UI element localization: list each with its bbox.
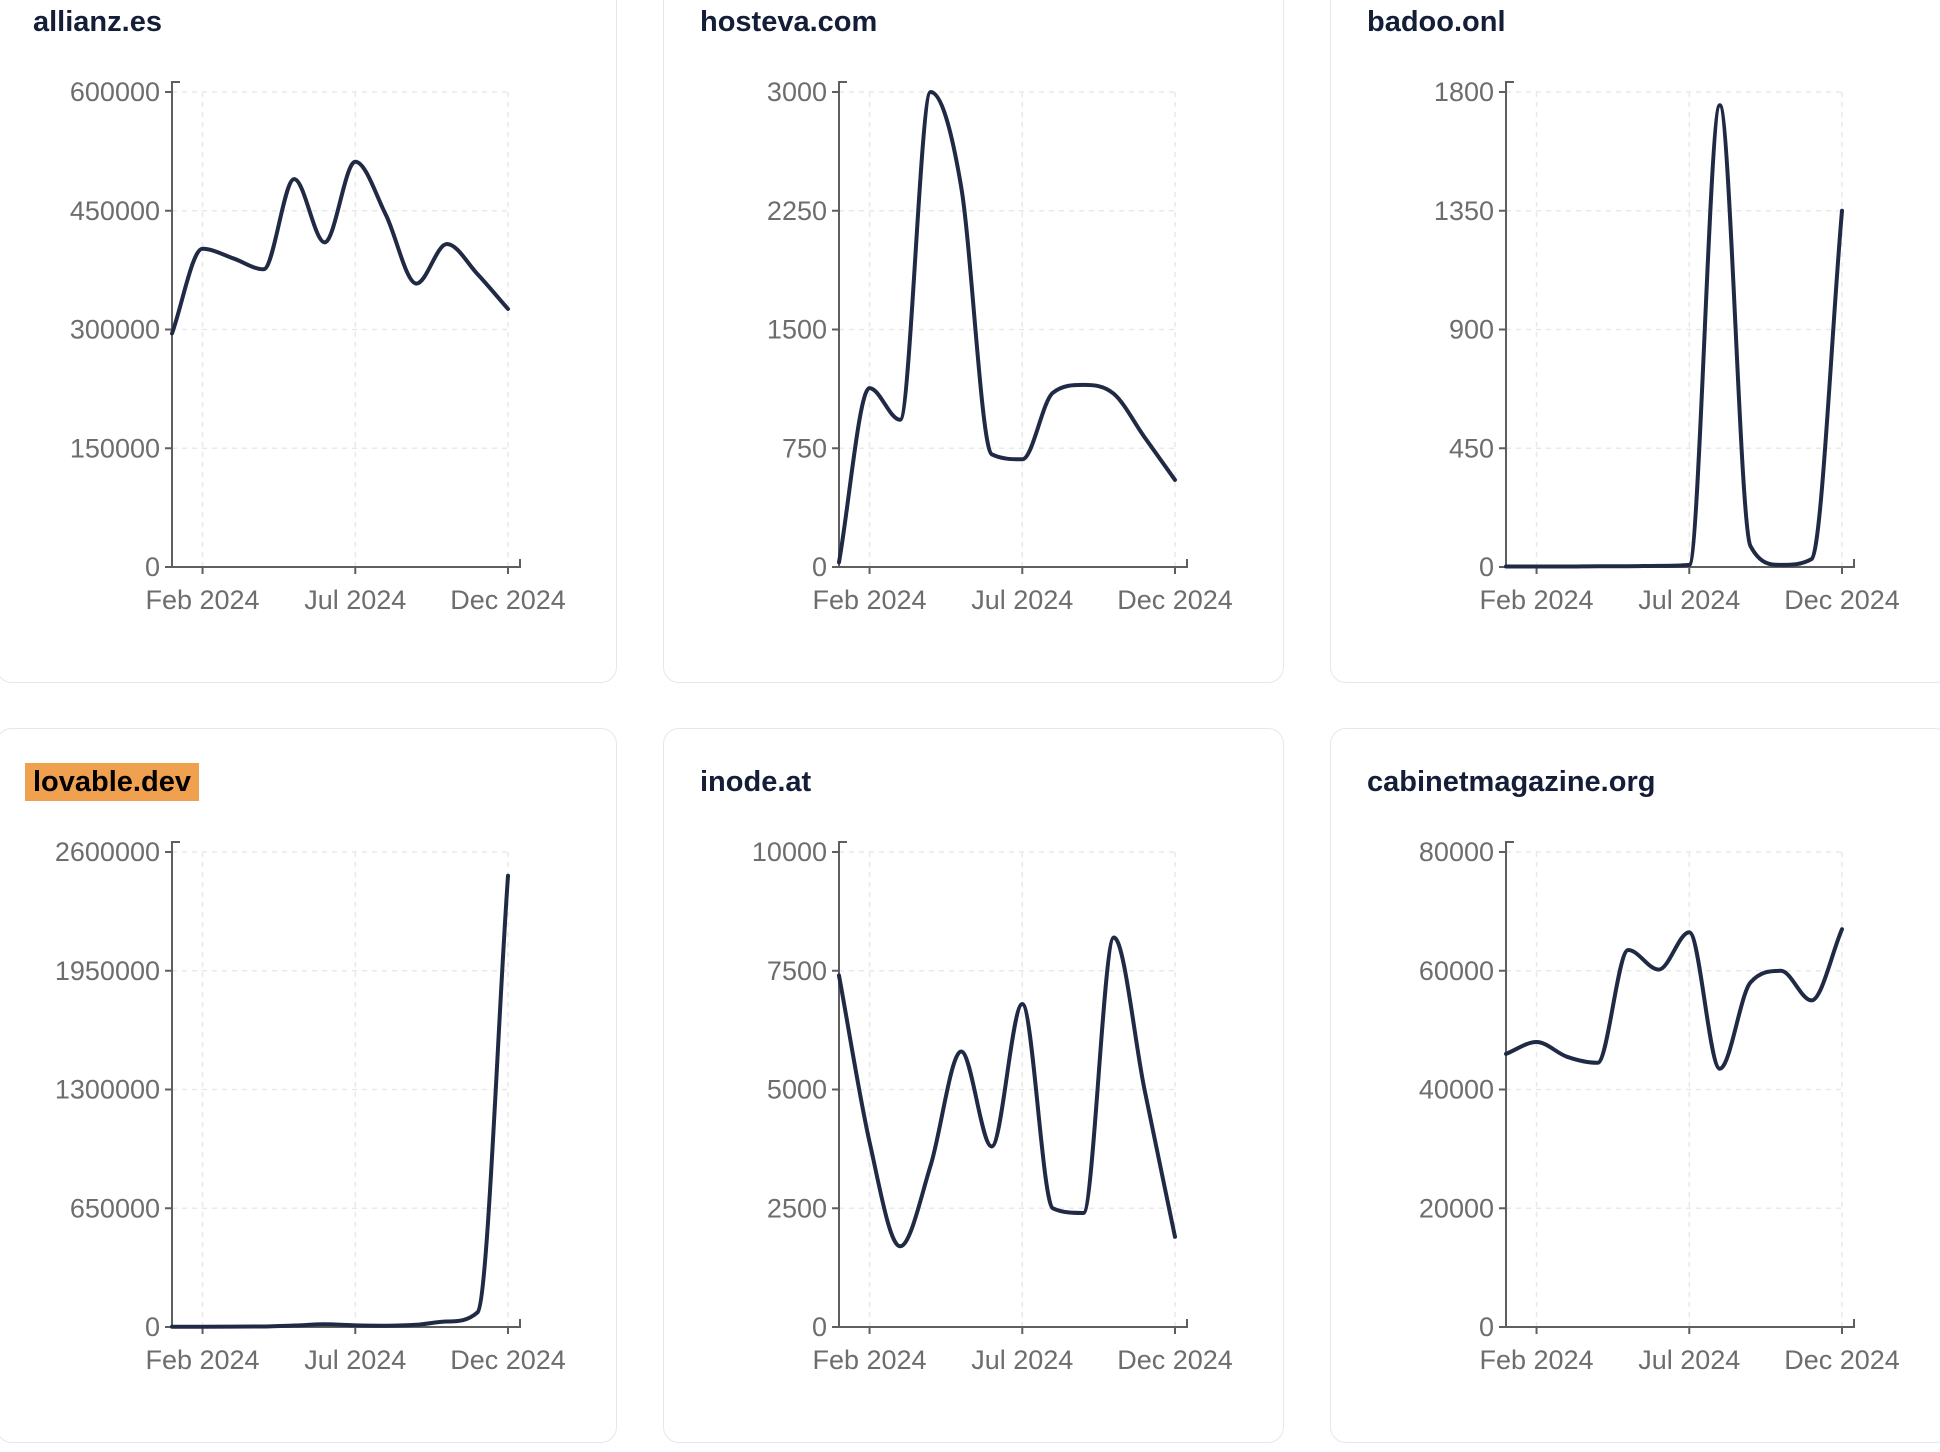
gridlines	[1506, 851, 1843, 1327]
y-tick-label: 0	[1479, 1312, 1494, 1342]
y-tick-label: 900	[1449, 315, 1494, 345]
y-tick-label: 0	[1479, 552, 1494, 582]
y-tick-label: 450	[1449, 433, 1494, 463]
series-line	[837, 90, 1177, 565]
series-line	[1504, 927, 1844, 1071]
y-tick-label: 40000	[1419, 1075, 1494, 1105]
x-tick-label: Dec 2024	[450, 1345, 566, 1375]
chart-card: hosteva.com 0 750 1500 2250 3000 Feb 2024 Jul …	[663, 0, 1284, 683]
y-tick-label: 2250	[767, 196, 827, 226]
y-tick-label: 300000	[70, 315, 160, 345]
x-tick-label: Feb 2024	[812, 585, 926, 615]
y-tick-label: 3000	[767, 77, 827, 107]
line-chart: 0 750 1500 2250 3000 Feb 2024 Jul 2024 Dec 2024	[767, 77, 1233, 615]
chart-card: badoo.onl 0 450 900 1350 1800 Feb 2024 Jul 202…	[1330, 0, 1940, 683]
x-tick-label: Feb 2024	[1479, 585, 1593, 615]
x-tick-label: Jul 2024	[304, 585, 406, 615]
gridlines	[839, 91, 1176, 567]
chart-title: allianz.es	[33, 6, 162, 38]
tick-labels: 0 150000 300000 450000 600000 Feb 2024 Jul 202…	[70, 77, 566, 615]
y-tick-label: 60000	[1419, 956, 1494, 986]
x-tick-label: Jul 2024	[971, 1345, 1073, 1375]
gridlines	[172, 91, 509, 567]
y-tick-label: 80000	[1419, 837, 1494, 867]
y-tick-label: 750	[782, 433, 827, 463]
line-chart: 0 650000 1300000 1950000 2600000 Feb 2024 Jul …	[55, 837, 566, 1375]
x-tick-label: Dec 2024	[1117, 1345, 1233, 1375]
y-tick-label: 7500	[767, 956, 827, 986]
gridlines	[172, 851, 509, 1327]
x-tick-label: Jul 2024	[971, 585, 1073, 615]
y-tick-label: 2600000	[55, 837, 160, 867]
chart-title: inode.at	[700, 766, 812, 798]
axes	[832, 81, 1188, 574]
y-tick-label: 10000	[752, 837, 827, 867]
tick-labels: 0 650000 1300000 1950000 2600000 Feb 2024 Jul …	[55, 837, 566, 1375]
y-tick-label: 2500	[767, 1193, 827, 1223]
line-chart: 0 20000 40000 60000 80000 Feb 2024 Jul 2024 Dec…	[1419, 837, 1900, 1375]
y-tick-label: 1950000	[55, 956, 160, 986]
y-tick-label: 0	[145, 1312, 160, 1342]
axes	[1499, 841, 1855, 1334]
axes	[165, 81, 521, 574]
axes	[1499, 81, 1855, 574]
y-tick-label: 5000	[767, 1075, 827, 1105]
y-tick-label: 1300000	[55, 1075, 160, 1105]
line-chart: 0 450 900 1350 1800 Feb 2024 Jul 2024 Dec 2024	[1434, 77, 1900, 615]
gridlines	[1506, 91, 1843, 567]
y-tick-label: 650000	[70, 1193, 160, 1223]
x-tick-label: Jul 2024	[304, 1345, 406, 1375]
y-tick-label: 0	[812, 1312, 827, 1342]
y-tick-label: 1800	[1434, 77, 1494, 107]
x-tick-label: Dec 2024	[1784, 1345, 1900, 1375]
x-tick-label: Jul 2024	[1638, 1345, 1740, 1375]
chart-title: badoo.onl	[1367, 6, 1506, 38]
x-tick-label: Feb 2024	[812, 1345, 926, 1375]
tick-labels: 0 750 1500 2250 3000 Feb 2024 Jul 2024 Dec 2024	[767, 77, 1233, 615]
tick-labels: 0 2500 5000 7500 10000 Feb 2024 Jul 2024 Dec 20…	[752, 837, 1233, 1375]
chart-title: cabinetmagazine.org	[1367, 766, 1656, 798]
chart-title highlighted-chart-title: lovable.dev	[25, 763, 199, 801]
y-tick-label: 20000	[1419, 1193, 1494, 1223]
x-tick-label: Feb 2024	[1479, 1345, 1593, 1375]
y-tick-label: 0	[145, 552, 160, 582]
chart-card: inode.at 0 2500 5000 7500 10000 Feb 2024 Jul 2…	[663, 728, 1284, 1443]
chart-card: cabinetmagazine.org 0 20000 40000 60000 8000…	[1330, 728, 1940, 1443]
x-tick-label: Dec 2024	[450, 585, 566, 615]
series-line	[170, 873, 510, 1329]
gridlines	[839, 851, 1176, 1327]
x-tick-label: Feb 2024	[145, 1345, 259, 1375]
y-tick-label: 1500	[767, 315, 827, 345]
y-tick-label: 0	[812, 552, 827, 582]
x-tick-label: Feb 2024	[145, 585, 259, 615]
chart-card: allianz.es 0 150000 300000 450000 600000 Feb …	[0, 0, 617, 683]
chart-title: hosteva.com	[700, 6, 878, 38]
y-tick-label: 600000	[70, 77, 160, 107]
x-tick-label: Jul 2024	[1638, 585, 1740, 615]
series-line	[170, 159, 510, 336]
chart-card: lovable.dev 0 650000 1300000 1950000 2600000…	[0, 728, 617, 1443]
axes	[832, 841, 1188, 1334]
x-tick-label: Dec 2024	[1784, 585, 1900, 615]
series-line	[837, 935, 1177, 1249]
y-tick-label: 150000	[70, 433, 160, 463]
line-chart: 0 2500 5000 7500 10000 Feb 2024 Jul 2024 Dec 20…	[752, 837, 1233, 1375]
axes	[165, 841, 521, 1334]
y-tick-label: 1350	[1434, 196, 1494, 226]
tick-labels: 0 450 900 1350 1800 Feb 2024 Jul 2024 Dec 2024	[1434, 77, 1900, 615]
y-tick-label: 450000	[70, 196, 160, 226]
tick-labels: 0 20000 40000 60000 80000 Feb 2024 Jul 2024 Dec…	[1419, 837, 1900, 1375]
x-tick-label: Dec 2024	[1117, 585, 1233, 615]
series-line	[1504, 103, 1844, 569]
line-chart: 0 150000 300000 450000 600000 Feb 2024 Jul 202…	[70, 77, 566, 615]
